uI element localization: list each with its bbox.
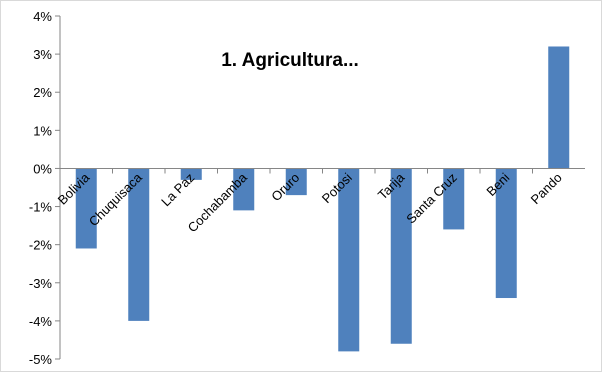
y-tick-label: 0% xyxy=(33,161,52,176)
bar-pando xyxy=(548,46,570,169)
bar-tarija xyxy=(390,168,412,344)
y-tick-label: -2% xyxy=(29,238,53,253)
bar-chuquisaca xyxy=(128,168,150,321)
y-tick-label: 4% xyxy=(33,9,52,24)
bar-cochabamba xyxy=(233,168,255,211)
y-tick-label: -5% xyxy=(29,352,53,367)
bar-beni xyxy=(495,168,517,299)
y-tick-label: -4% xyxy=(29,314,53,329)
bar-oruro xyxy=(285,168,307,196)
y-tick-label: 3% xyxy=(33,47,52,62)
bars xyxy=(75,46,570,352)
bar-la-paz xyxy=(180,168,202,180)
bar-bolivia xyxy=(75,168,97,249)
bar-santa-cruz xyxy=(443,168,465,230)
axes xyxy=(55,15,585,360)
y-tick-label: 2% xyxy=(33,85,52,100)
y-tick-label: -1% xyxy=(29,200,53,215)
chart-title: 1. Agricultura... xyxy=(221,50,359,71)
y-tick-labels: 4% 3% 2% 1% 0% -1% -2% -3% -4% -5% xyxy=(29,9,53,367)
y-tick-label: -3% xyxy=(29,276,53,291)
bar-potosi xyxy=(338,168,360,352)
y-tick-label: 1% xyxy=(33,123,52,138)
